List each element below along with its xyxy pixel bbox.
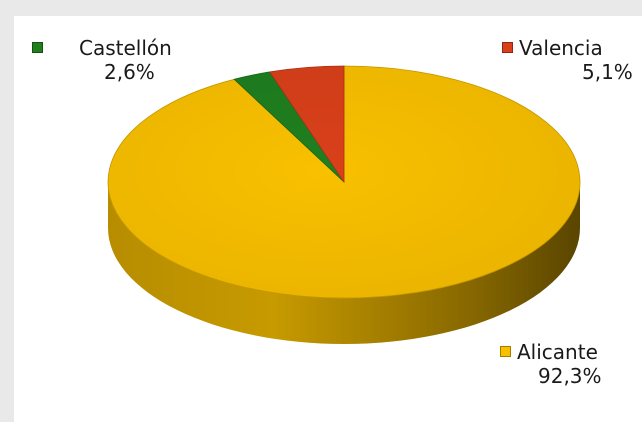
castellon-marker (32, 42, 43, 53)
legend-alicante-value: 92,3% (538, 364, 602, 388)
legend-castellon-value: 2,6% (104, 60, 155, 84)
valencia-marker (502, 42, 513, 53)
legend-alicante-label: Alicante (517, 340, 598, 364)
legend-castellon-label: Castellón (79, 36, 172, 60)
legend-valencia: Valencia 5,1% (502, 36, 633, 84)
alicante-marker (500, 346, 511, 357)
legend-valencia-value: 5,1% (582, 60, 633, 84)
legend-valencia-label: Valencia (519, 36, 603, 60)
pie-side-alicante (108, 182, 580, 344)
legend-castellon: Castellón 2,6% (32, 36, 172, 84)
pie-top-shading (108, 66, 580, 298)
pie-slices (107, 65, 581, 299)
pie-depth (108, 182, 580, 344)
legend-alicante: Alicante 92,3% (500, 340, 602, 388)
